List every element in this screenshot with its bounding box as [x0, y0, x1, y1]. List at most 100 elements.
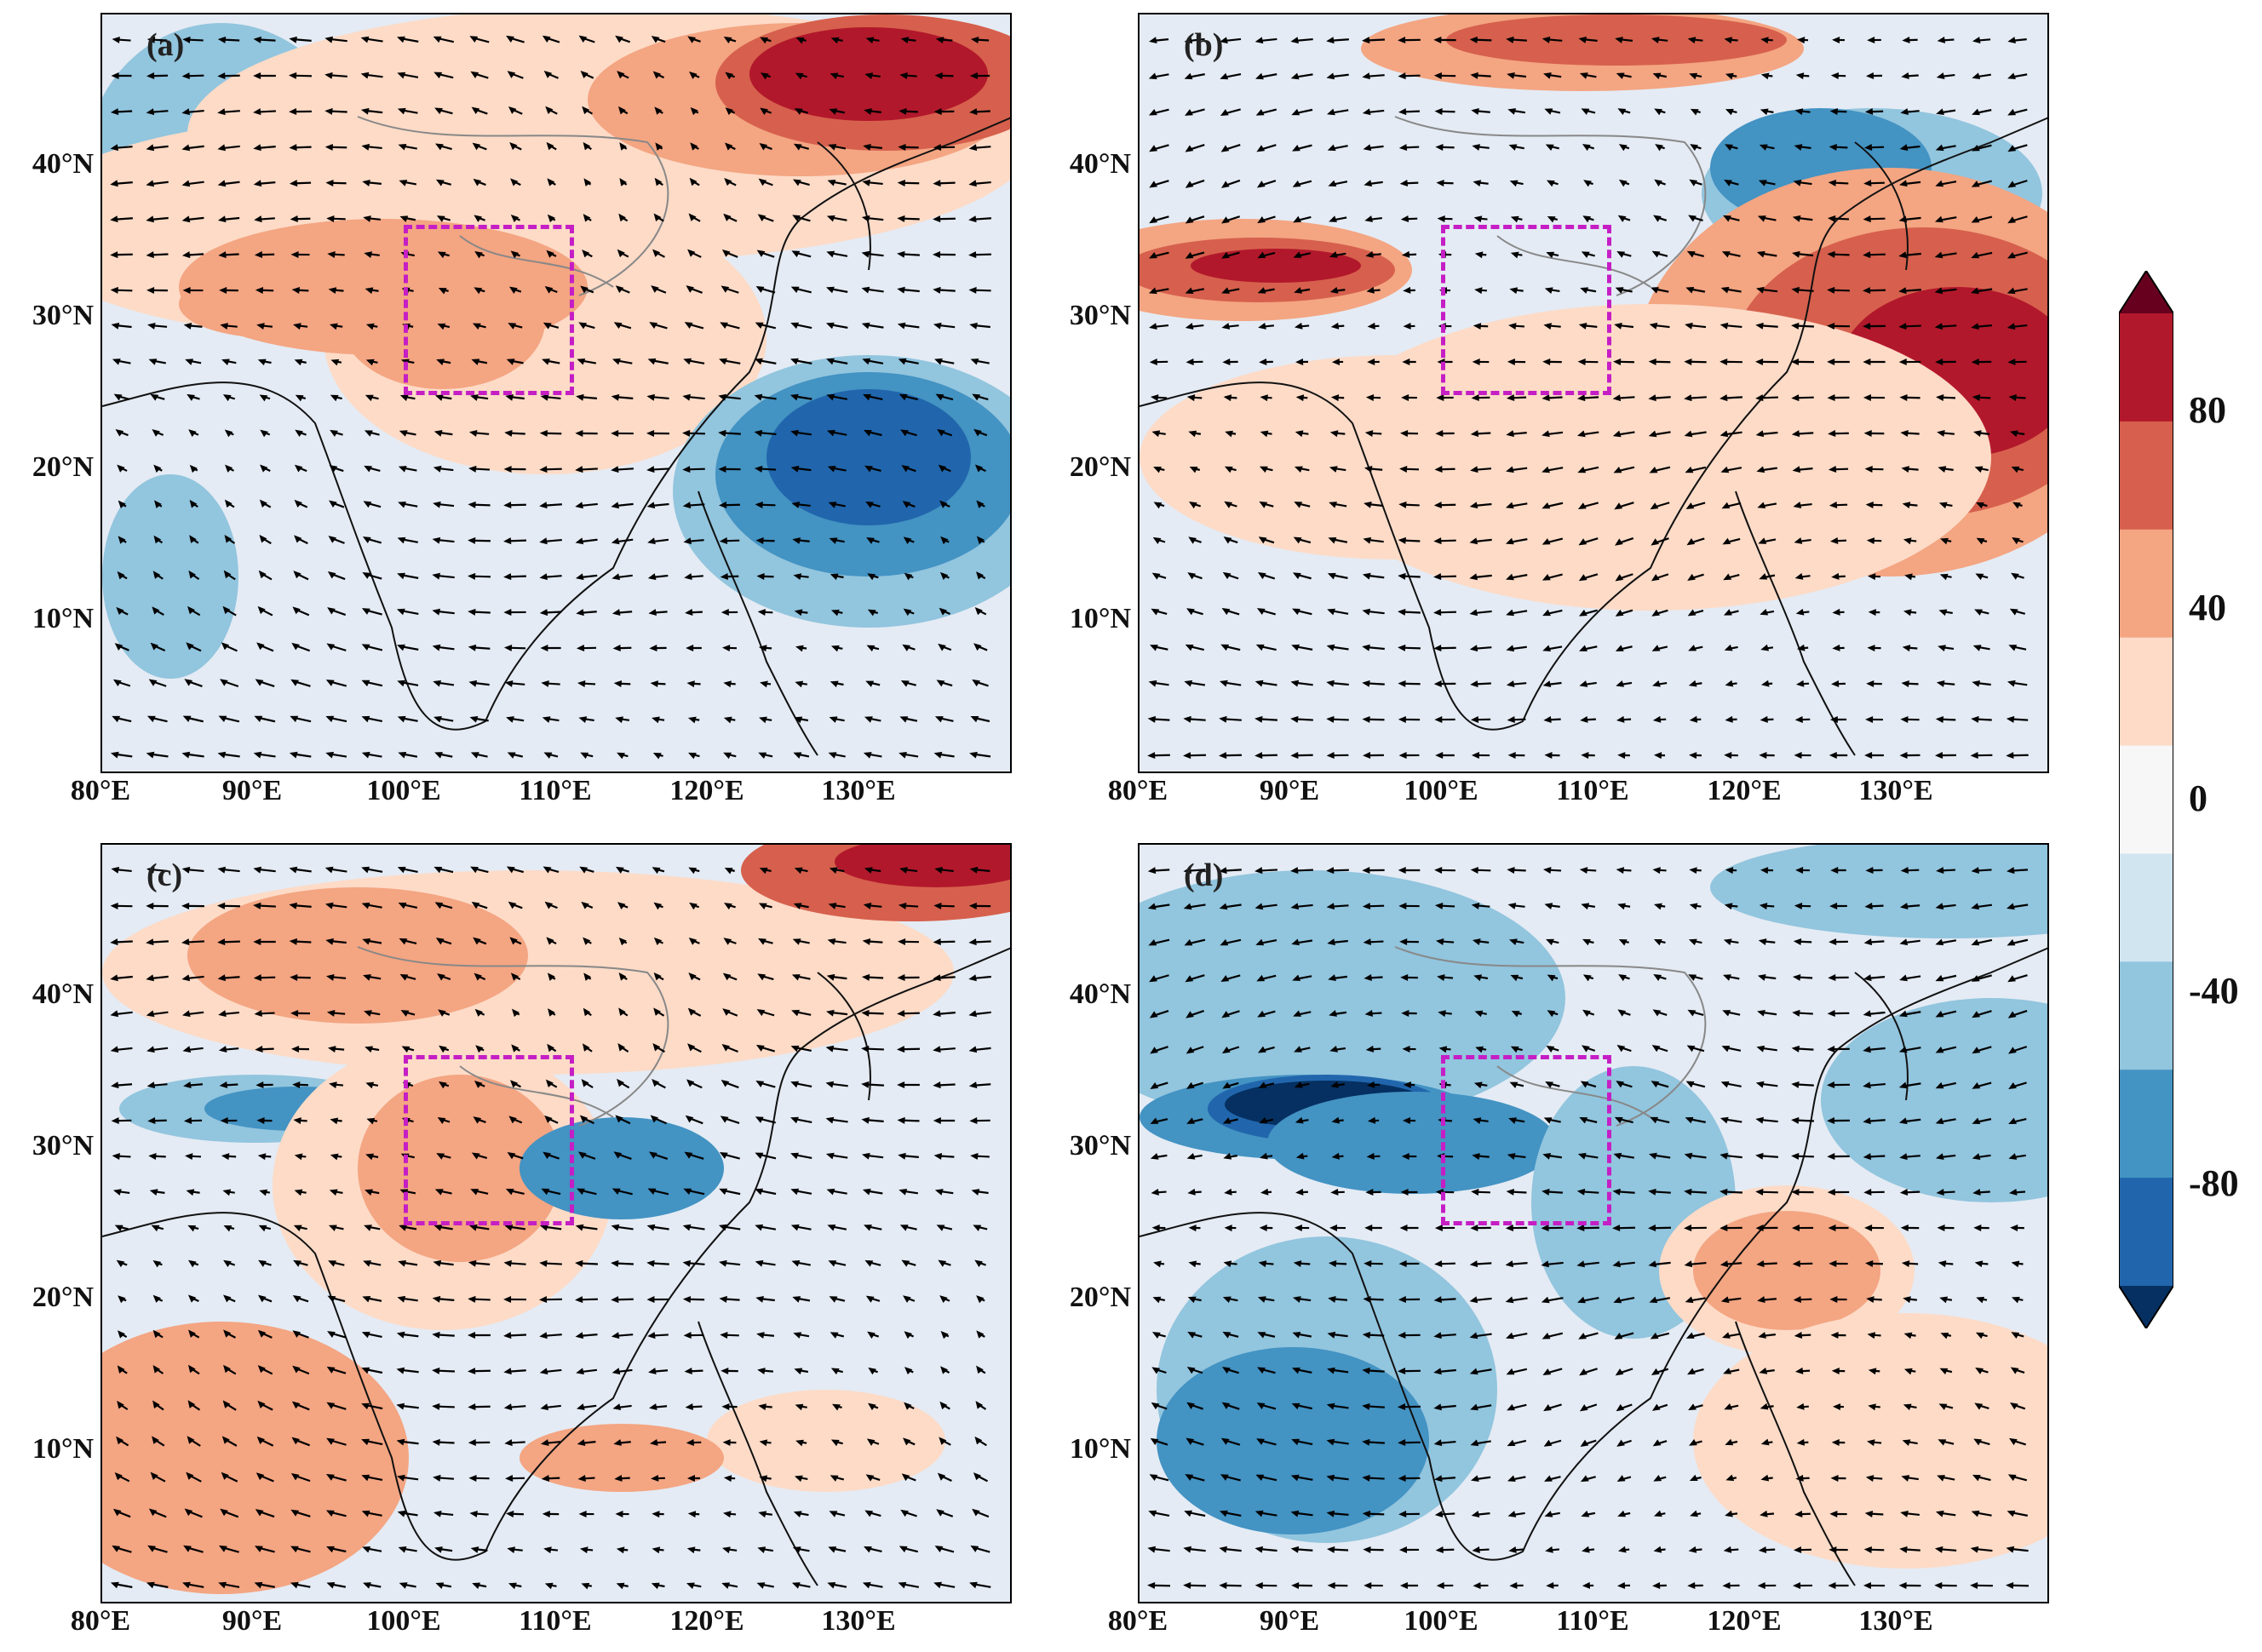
province-border	[1394, 116, 1707, 296]
lon-tick-label: 90°E	[1259, 775, 1320, 806]
anomaly-shading	[1191, 249, 1361, 283]
colorbar-band	[2119, 313, 2173, 422]
lon-tick-label: 100°E	[1404, 775, 1478, 806]
anomaly-shading	[102, 1364, 383, 1586]
lat-tick-label: 10°N	[1069, 1433, 1131, 1465]
colorbar-band	[2119, 853, 2173, 962]
anomaly-shading	[835, 845, 1010, 887]
panel-a: (a)	[100, 13, 1012, 773]
coastline	[102, 947, 1010, 1561]
lon-tick-label: 120°E	[1707, 1605, 1782, 1637]
lat-tick-label: 10°N	[32, 1433, 94, 1465]
lat-tick-label: 30°N	[32, 300, 94, 331]
lat-tick-label: 10°N	[1069, 603, 1131, 634]
lon-tick-label: 110°E	[519, 1605, 592, 1637]
lon-tick-label: 100°E	[366, 1605, 441, 1637]
target-region-box	[404, 1055, 574, 1225]
lon-tick-label: 80°E	[70, 1605, 131, 1637]
coastline	[1854, 141, 1909, 271]
map-b	[1140, 14, 2047, 760]
anomaly-shading	[1140, 355, 1651, 559]
panel-d: (d)	[1138, 843, 2049, 1603]
target-region-box	[404, 225, 574, 395]
coastline	[1854, 972, 1909, 1101]
coastline	[1735, 1321, 1856, 1586]
panel-label: (a)	[146, 27, 185, 63]
lon-tick-label: 110°E	[1556, 775, 1629, 806]
lon-tick-label: 130°E	[1858, 1605, 1933, 1637]
lon-tick-label: 80°E	[1107, 1605, 1168, 1637]
lat-tick-label: 20°N	[32, 1282, 94, 1313]
colorbar-tick-label: 40	[2189, 587, 2226, 628]
lat-tick-label: 30°N	[1069, 1130, 1131, 1162]
lat-tick-label: 20°N	[1069, 1282, 1131, 1313]
lon-tick-label: 120°E	[1707, 775, 1782, 806]
coastline	[1735, 490, 1856, 756]
lat-tick-label: 10°N	[32, 603, 94, 634]
lat-tick-label: 40°N	[1069, 978, 1131, 1010]
coastline	[817, 141, 871, 271]
wind-vector-field	[110, 866, 991, 1590]
colorbar-extend-max	[2119, 271, 2173, 313]
lat-tick-label: 40°N	[32, 978, 94, 1010]
wind-vector-field	[1147, 36, 2029, 760]
lon-tick-label: 120°E	[669, 775, 744, 806]
colorbar-band	[2119, 637, 2173, 747]
colorbar-extend-min	[2119, 1286, 2173, 1328]
lon-tick-label: 130°E	[1858, 775, 1933, 806]
province-border	[357, 116, 669, 296]
lon-tick-label: 130°E	[821, 775, 896, 806]
map-d	[1140, 845, 2047, 1590]
lon-tick-label: 110°E	[519, 775, 592, 806]
target-region-box	[1441, 225, 1611, 395]
colorbar-band	[2119, 421, 2173, 531]
panel-label: (b)	[1184, 27, 1224, 63]
lat-tick-label: 40°N	[1069, 148, 1131, 180]
colorbar-band	[2119, 961, 2173, 1070]
colorbar-band	[2119, 745, 2173, 854]
lon-tick-label: 130°E	[821, 1605, 896, 1637]
anomaly-shading	[520, 1424, 724, 1492]
anomaly-shading	[1693, 1211, 1880, 1330]
lon-tick-label: 90°E	[221, 1605, 283, 1637]
lon-tick-label: 100°E	[366, 775, 441, 806]
coastline	[698, 490, 818, 756]
colorbar	[2119, 271, 2173, 1328]
anomaly-shading	[1267, 1092, 1557, 1194]
anomaly-shading	[1710, 845, 2047, 938]
panel-b: (b)	[1138, 13, 2049, 773]
target-region-box	[1441, 1055, 1611, 1225]
lon-tick-label: 80°E	[1107, 775, 1168, 806]
anomaly-shading	[1821, 998, 2047, 1202]
lon-tick-label: 120°E	[669, 1605, 744, 1637]
lon-tick-label: 90°E	[221, 775, 283, 806]
coastline	[698, 1321, 818, 1586]
lon-tick-label: 90°E	[1259, 1605, 1320, 1637]
colorbar-tick-label: 80	[2189, 389, 2226, 431]
panel-c: (c)	[100, 843, 1012, 1603]
lat-tick-label: 20°N	[1069, 451, 1131, 483]
anomaly-shading	[1140, 870, 1565, 1126]
anomaly-shading	[187, 887, 528, 1024]
province-border	[1394, 946, 1707, 1127]
lon-tick-label: 110°E	[1556, 1605, 1629, 1637]
anomaly-shading	[102, 474, 238, 679]
colorbar-tick-label: -80	[2189, 1162, 2239, 1204]
panel-label: (d)	[1184, 858, 1224, 893]
colorbar-tick-label: 0	[2189, 777, 2207, 819]
colorbar-tick-label: -40	[2189, 970, 2239, 1012]
wind-vector-field	[110, 35, 991, 760]
coastline	[1140, 117, 2047, 731]
lat-tick-label: 30°N	[32, 1130, 94, 1162]
map-a	[102, 14, 1010, 760]
anomaly-shading	[341, 253, 545, 389]
coastline	[102, 117, 1010, 731]
panel-label: (c)	[146, 858, 183, 893]
lon-tick-label: 100°E	[1404, 1605, 1478, 1637]
colorbar-band	[2119, 1070, 2173, 1179]
province-border	[357, 946, 669, 1127]
map-c	[102, 845, 1010, 1594]
anomaly-shading	[358, 1075, 562, 1262]
anomaly-shading	[1446, 14, 1787, 66]
lat-tick-label: 30°N	[1069, 300, 1131, 331]
